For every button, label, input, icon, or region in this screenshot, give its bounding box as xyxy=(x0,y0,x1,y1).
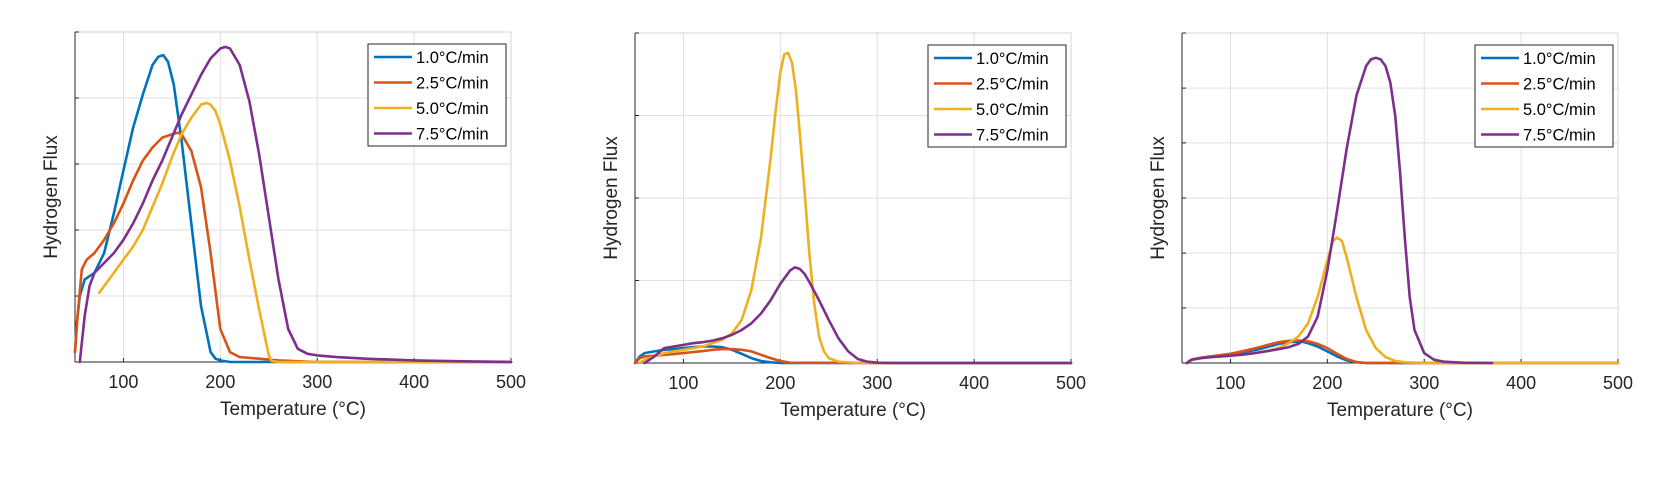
series-line-1 xyxy=(73,53,513,364)
x-tick-label: 300 xyxy=(302,372,332,392)
series-line-3 xyxy=(1185,236,1620,365)
x-axis-label: Temperature (°C) xyxy=(220,399,366,420)
x-tick-label: 200 xyxy=(1312,373,1342,393)
legend: 1.0°C/min 2.5°C/min 5.0°C/min 7.5°C/min xyxy=(367,43,507,147)
legend-box xyxy=(927,44,1067,148)
legend-label: 7.5°C/min xyxy=(416,126,489,144)
x-tick-label: 400 xyxy=(399,372,429,392)
series-line-3 xyxy=(638,51,1073,365)
series-line-3 xyxy=(97,101,513,364)
chart-panel-2: 100 200 300 400 500 Temperature (°C) Hydrogen … xyxy=(601,32,1086,421)
series-line-1 xyxy=(633,345,1073,365)
legend-label: 1.0°C/min xyxy=(976,50,1049,68)
x-tick-label: 400 xyxy=(1506,373,1536,393)
legend: 1.0°C/min 2.5°C/min 5.0°C/min 7.5°C/min xyxy=(927,44,1067,148)
legend-label: 5.0°C/min xyxy=(976,101,1049,119)
series-line-4 xyxy=(1185,56,1494,365)
legend-label: 7.5°C/min xyxy=(1523,127,1596,145)
series-line-2 xyxy=(73,131,513,364)
legend-label: 5.0°C/min xyxy=(1523,101,1596,119)
series-line-4 xyxy=(643,266,1073,365)
legend-label: 2.5°C/min xyxy=(1523,76,1596,94)
y-axis-label: Hydrogen Flux xyxy=(1148,136,1169,260)
legend: 1.0°C/min 2.5°C/min 5.0°C/min 7.5°C/min xyxy=(1474,44,1614,148)
legend-label: 1.0°C/min xyxy=(416,49,489,67)
x-tick-label: 300 xyxy=(862,373,892,393)
legend-label: 2.5°C/min xyxy=(416,75,489,93)
y-axis-label: Hydrogen Flux xyxy=(41,135,62,259)
legend-box xyxy=(367,43,507,147)
legend-label: 7.5°C/min xyxy=(976,127,1049,145)
x-tick-label: 400 xyxy=(959,373,989,393)
x-tick-label: 200 xyxy=(205,372,235,392)
x-tick-label: 200 xyxy=(765,373,795,393)
series-line-4 xyxy=(78,45,513,364)
x-tick-label: 500 xyxy=(1056,373,1086,393)
y-axis-label: Hydrogen Flux xyxy=(601,136,622,260)
legend-label: 5.0°C/min xyxy=(416,100,489,118)
chart-panel-3: 100 200 300 400 500 Temperature (°C) Hydrogen … xyxy=(1148,32,1633,421)
legend-label: 2.5°C/min xyxy=(976,76,1049,94)
x-tick-label: 100 xyxy=(668,373,698,393)
x-axis-label: Temperature (°C) xyxy=(1327,400,1473,421)
x-tick-label: 100 xyxy=(108,372,138,392)
x-tick-label: 500 xyxy=(496,372,526,392)
legend-box xyxy=(1474,44,1614,148)
x-tick-label: 500 xyxy=(1603,373,1633,393)
x-tick-label: 300 xyxy=(1409,373,1439,393)
x-tick-label: 100 xyxy=(1215,373,1245,393)
x-axis-label: Temperature (°C) xyxy=(780,400,926,421)
chart-panel-1: 100 200 300 400 500 Temperature (°C) Hydrogen … xyxy=(41,31,526,420)
legend-label: 1.0°C/min xyxy=(1523,50,1596,68)
